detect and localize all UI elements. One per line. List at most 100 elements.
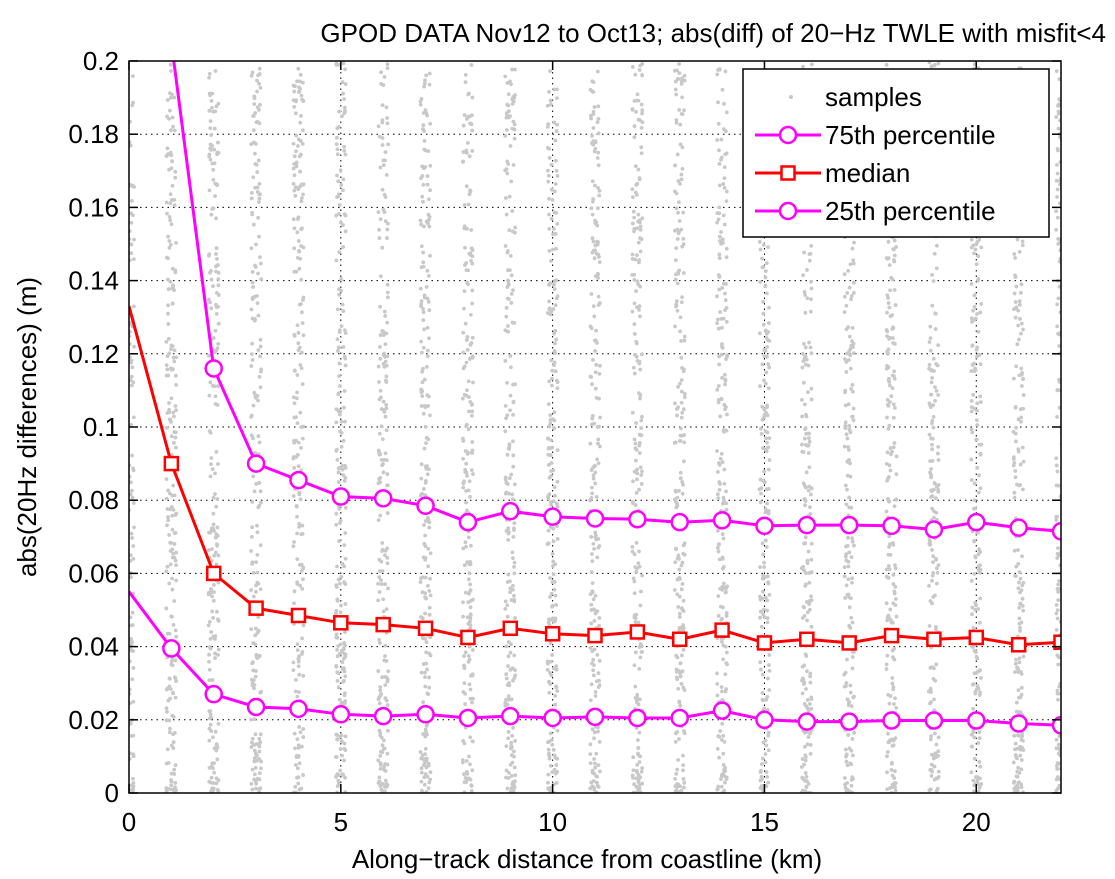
75th-percentile-point bbox=[924, 520, 944, 539]
sample-point bbox=[893, 303, 898, 307]
sample-point bbox=[631, 479, 635, 484]
sample-point bbox=[593, 183, 597, 188]
sample-point bbox=[296, 775, 301, 780]
sample-point bbox=[807, 258, 812, 263]
sample-point bbox=[208, 430, 213, 435]
sample-point bbox=[250, 767, 255, 772]
sample-point bbox=[507, 770, 511, 775]
sample-point bbox=[421, 700, 425, 705]
sample-point bbox=[510, 209, 515, 213]
sample-point bbox=[758, 477, 763, 482]
sample-point bbox=[636, 167, 641, 172]
sample-point bbox=[806, 488, 811, 493]
sample-point bbox=[930, 769, 934, 774]
sample-point bbox=[893, 341, 897, 346]
sample-point bbox=[638, 393, 643, 398]
sample-point bbox=[130, 103, 135, 108]
sample-point bbox=[421, 732, 426, 736]
sample-point bbox=[207, 779, 212, 784]
sample-point bbox=[843, 420, 848, 425]
25th-percentile-point bbox=[331, 705, 351, 724]
sample-point bbox=[674, 788, 679, 793]
sample-point bbox=[930, 548, 934, 552]
sample-point bbox=[255, 530, 260, 535]
sample-point bbox=[1062, 755, 1066, 759]
sample-point bbox=[804, 687, 808, 691]
sample-point bbox=[386, 221, 390, 226]
sample-point bbox=[343, 363, 348, 368]
sample-point bbox=[848, 353, 853, 358]
sample-point bbox=[929, 700, 933, 704]
sample-point bbox=[209, 133, 214, 137]
sample-point bbox=[760, 256, 764, 261]
sample-point bbox=[214, 562, 219, 567]
sample-point bbox=[682, 729, 686, 733]
sample-point bbox=[592, 421, 597, 426]
sample-point bbox=[805, 268, 809, 272]
sample-point bbox=[809, 386, 814, 391]
sample-point bbox=[295, 230, 300, 235]
sample-point bbox=[548, 417, 553, 422]
sample-point bbox=[885, 402, 890, 407]
sample-point bbox=[723, 377, 728, 382]
25th-percentile-point bbox=[1051, 716, 1061, 735]
sample-point bbox=[337, 412, 342, 417]
legend-marker-25th-percentile bbox=[778, 201, 798, 221]
sample-point bbox=[216, 647, 221, 652]
sample-point bbox=[977, 668, 982, 673]
sample-point bbox=[1013, 753, 1018, 758]
sample-point bbox=[675, 730, 680, 734]
sample-point bbox=[1013, 469, 1018, 473]
sample-point bbox=[844, 681, 849, 685]
sample-point bbox=[970, 612, 974, 617]
sample-point bbox=[886, 575, 891, 580]
sample-point bbox=[207, 678, 212, 683]
sample-point bbox=[724, 319, 729, 324]
sample-point bbox=[383, 553, 387, 558]
sample-point bbox=[339, 739, 344, 744]
sample-point bbox=[170, 587, 175, 592]
sample-point bbox=[716, 542, 721, 547]
sample-point bbox=[677, 626, 682, 630]
sample-point bbox=[131, 466, 135, 471]
sample-point bbox=[638, 754, 643, 759]
sample-point bbox=[170, 159, 174, 164]
sample-point bbox=[422, 377, 427, 382]
sample-point bbox=[715, 321, 719, 326]
sample-point bbox=[462, 663, 466, 668]
sample-point bbox=[384, 675, 389, 680]
sample-point bbox=[552, 753, 557, 758]
sample-point bbox=[343, 582, 348, 586]
sample-point bbox=[546, 402, 551, 407]
sample-point bbox=[334, 732, 339, 737]
sample-point bbox=[300, 436, 305, 441]
sample-point bbox=[250, 680, 255, 685]
sample-point bbox=[803, 503, 808, 508]
sample-point bbox=[638, 227, 643, 232]
sample-point bbox=[887, 545, 891, 549]
sample-point bbox=[715, 211, 720, 216]
sample-point bbox=[214, 781, 219, 786]
sample-point bbox=[547, 282, 551, 287]
sample-point bbox=[595, 120, 600, 125]
sample-point bbox=[509, 753, 514, 758]
sample-point bbox=[172, 203, 177, 208]
sample-point bbox=[213, 402, 218, 406]
sample-point bbox=[467, 571, 472, 576]
sample-point bbox=[1056, 662, 1061, 667]
sample-point bbox=[1018, 747, 1023, 752]
sample-point bbox=[131, 501, 136, 505]
sample-point bbox=[934, 566, 939, 571]
sample-point bbox=[844, 583, 849, 588]
sample-point bbox=[888, 607, 893, 612]
sample-point bbox=[1061, 562, 1065, 566]
sample-point bbox=[1020, 554, 1024, 559]
sample-point bbox=[470, 739, 475, 744]
sample-point bbox=[170, 527, 175, 532]
sample-point bbox=[888, 446, 893, 450]
sample-point bbox=[844, 754, 848, 759]
sample-point bbox=[722, 222, 727, 227]
sample-point bbox=[808, 505, 812, 510]
sample-point bbox=[758, 426, 763, 431]
sample-point bbox=[343, 328, 347, 333]
